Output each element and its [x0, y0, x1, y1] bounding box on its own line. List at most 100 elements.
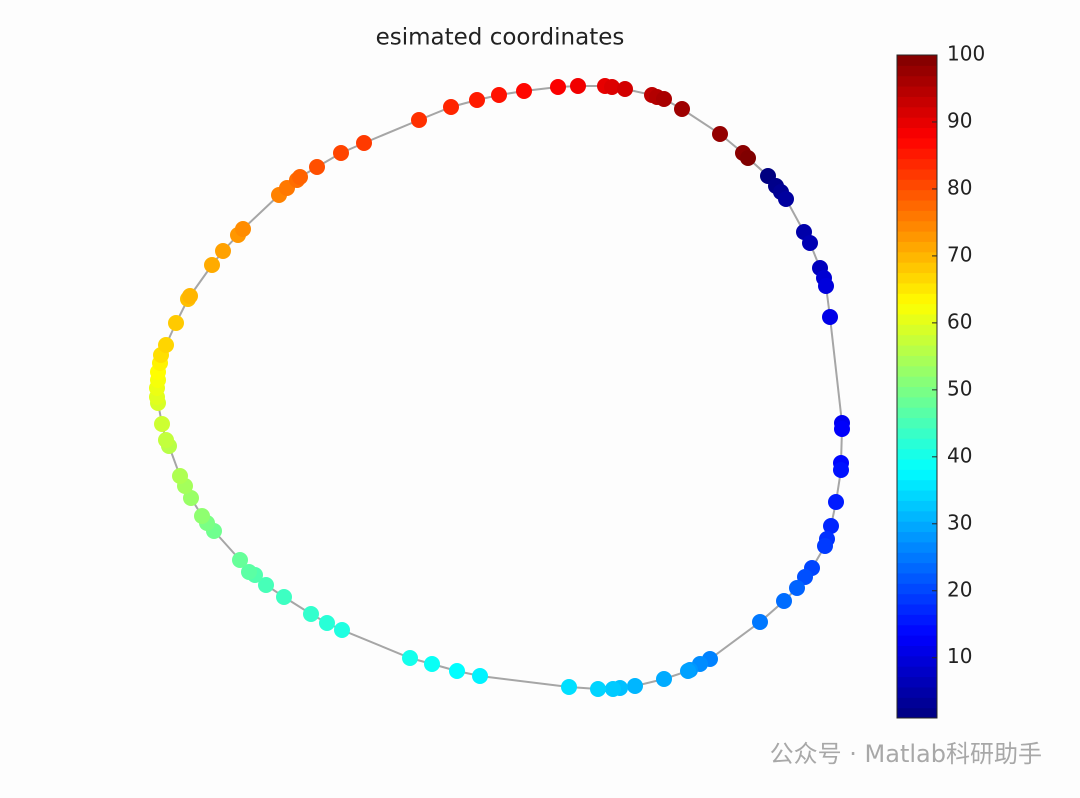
colorbar-segment — [897, 407, 937, 419]
colorbar-tick-label: 40 — [947, 443, 972, 467]
colorbar-segment — [897, 635, 937, 646]
point — [303, 606, 319, 622]
point — [833, 462, 849, 478]
colorbar-tick-label: 70 — [947, 242, 972, 266]
point — [182, 288, 198, 304]
colorbar-segment — [897, 448, 937, 460]
point — [168, 315, 184, 331]
colorbar-segment — [897, 707, 937, 719]
colorbar-segment — [897, 200, 937, 211]
point — [674, 101, 690, 117]
point — [789, 580, 805, 596]
colorbar-segment — [897, 479, 937, 491]
colorbar-segment — [897, 500, 937, 512]
point — [319, 615, 335, 631]
colorbar-segment — [897, 666, 937, 678]
colorbar-segment — [897, 490, 937, 501]
colorbar-segment — [897, 614, 937, 626]
colorbar-segment — [897, 137, 937, 149]
colorbar-segment — [897, 386, 937, 398]
colorbar-tick-label: 80 — [947, 175, 972, 199]
colorbar-segment — [897, 168, 937, 180]
point — [154, 416, 170, 432]
colorbar-segment — [897, 282, 937, 294]
colorbar-segment — [897, 334, 937, 346]
chart-title: esimated coordinates — [376, 25, 625, 51]
colorbar-tick-label: 10 — [947, 644, 972, 668]
colorbar-segment — [897, 396, 937, 408]
colorbar-tick-label: 60 — [947, 309, 972, 333]
point — [797, 569, 813, 585]
point — [605, 681, 621, 697]
colorbar-segment — [897, 220, 937, 232]
point — [402, 650, 418, 666]
point — [232, 552, 248, 568]
colorbar-segment — [897, 686, 937, 698]
colorbar-segment — [897, 272, 937, 284]
colorbar-segment — [897, 697, 937, 709]
point — [309, 159, 325, 175]
colorbar-segment — [897, 365, 937, 377]
colorbar-segment — [897, 676, 937, 688]
point — [194, 508, 210, 524]
point — [443, 99, 459, 115]
point — [778, 191, 794, 207]
colorbar-segment — [897, 189, 937, 201]
colorbar-segment — [897, 438, 937, 450]
colorbar-segment — [897, 469, 937, 481]
point — [604, 79, 620, 95]
point — [183, 490, 199, 506]
point — [235, 221, 251, 237]
point — [712, 126, 728, 142]
point — [550, 79, 566, 95]
colorbar-segment — [897, 231, 937, 242]
colorbar-frame — [896, 54, 938, 719]
point — [333, 145, 349, 161]
colorbar-segment — [897, 521, 937, 533]
colorbar-segment — [897, 459, 937, 470]
colorbar-segment — [897, 75, 937, 87]
colorbar-segment — [897, 313, 937, 325]
point — [516, 83, 532, 99]
colorbar-tick-label: 90 — [947, 108, 972, 132]
colorbar-segment — [897, 417, 937, 429]
colorbar-tick-label: 50 — [947, 376, 972, 400]
colorbar-segment — [897, 55, 937, 66]
colorbar-segment — [897, 86, 937, 97]
colorbar-segment — [897, 262, 937, 274]
colorbar-segment — [897, 345, 937, 356]
point — [561, 679, 577, 695]
colorbar-segment — [897, 210, 937, 222]
point — [158, 337, 174, 353]
colorbar-segment — [897, 624, 937, 636]
colorbar-segment — [897, 355, 937, 367]
point — [204, 257, 220, 273]
colorbar-segment — [897, 562, 937, 574]
colorbar-segment — [897, 376, 937, 387]
point — [828, 494, 844, 510]
colorbar-segment — [897, 117, 937, 129]
colorbar-segment — [897, 655, 937, 667]
colorbar-tick-label: 100 — [947, 42, 985, 66]
colorbar-segment — [897, 541, 937, 553]
point — [627, 678, 643, 694]
colorbar-segment — [897, 324, 937, 336]
colorbar-segment — [897, 96, 937, 108]
point — [158, 432, 174, 448]
colorbar-segment — [897, 179, 937, 191]
point — [356, 135, 372, 151]
point — [469, 92, 485, 108]
point — [472, 668, 488, 684]
point — [680, 663, 696, 679]
colorbar-segment — [897, 127, 937, 139]
point — [656, 671, 672, 687]
point — [241, 564, 257, 580]
point — [752, 614, 768, 630]
point — [334, 622, 350, 638]
point — [823, 518, 839, 534]
point — [491, 87, 507, 103]
colorbar-segment — [897, 604, 937, 615]
colorbar-segment — [897, 241, 937, 253]
